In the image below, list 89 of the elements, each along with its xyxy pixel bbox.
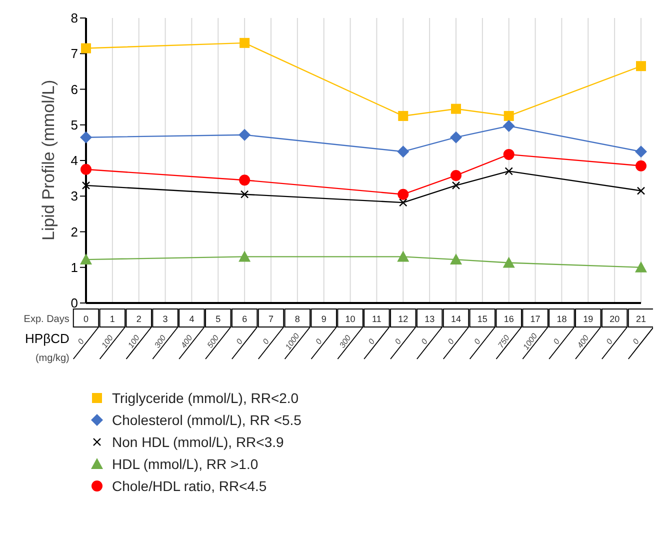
point — [450, 254, 462, 265]
point — [636, 160, 646, 172]
x-tick-label: 21 — [636, 314, 646, 324]
x-tick-label: 13 — [424, 314, 435, 324]
text: 100 — [100, 333, 116, 350]
x-tick-label: 15 — [477, 314, 488, 324]
point — [504, 167, 513, 176]
point — [397, 250, 410, 262]
point — [503, 148, 514, 160]
point — [240, 38, 250, 48]
text: 0 — [420, 336, 430, 346]
point — [452, 181, 460, 190]
text: 400 — [576, 333, 591, 350]
y-tick-label: 6 — [70, 82, 78, 97]
point — [451, 104, 461, 114]
text: 100 — [126, 333, 142, 350]
x-tick-label: 6 — [242, 314, 248, 324]
legend-label: Triglyceride (mmol/L), RR<2.0 — [112, 390, 299, 406]
x-tick-label: 18 — [556, 314, 567, 324]
x-tick-label: 16 — [504, 314, 514, 324]
legend-label: Chole/HDL ratio, RR<4.5 — [112, 478, 267, 494]
point — [636, 61, 646, 72]
text: HPβCD — [25, 331, 70, 346]
y-tick-label: 3 — [70, 188, 78, 204]
text: 0 — [472, 336, 483, 346]
text: 300 — [152, 333, 168, 350]
y-tick-label: 5 — [70, 117, 78, 132]
y-tick-label: 2 — [70, 224, 78, 240]
point — [635, 146, 647, 158]
y-tick-label: 4 — [70, 153, 78, 168]
text: 0 — [366, 336, 377, 346]
legend-label: Non HDL (mmol/L), RR<3.9 — [112, 434, 284, 450]
x-tick-label: 14 — [450, 314, 462, 324]
y-tick-label: 1 — [70, 260, 78, 275]
point — [81, 43, 91, 54]
x-tick-label: 4 — [189, 314, 194, 324]
point — [635, 261, 647, 272]
text: 750 — [496, 333, 512, 350]
x-tick-label: 7 — [268, 314, 274, 324]
x-tick-label: 2 — [136, 314, 142, 324]
text: 0 — [552, 336, 562, 346]
x-tick-label: 20 — [610, 314, 620, 324]
y-tick-label: 7 — [70, 46, 78, 62]
legend-label: HDL (mmol/L), RR >1.0 — [112, 456, 258, 472]
text: 0 — [604, 336, 615, 346]
x-tick-label: 11 — [372, 314, 382, 324]
point — [504, 110, 514, 121]
point — [397, 146, 410, 158]
text: 500 — [206, 333, 221, 350]
x-tick-label: 0 — [83, 314, 89, 324]
point — [450, 131, 462, 144]
text: 0 — [393, 336, 404, 346]
x-tick-label: 5 — [216, 314, 221, 324]
point — [80, 131, 92, 144]
point — [239, 174, 250, 186]
y-tick-label: 0 — [70, 296, 78, 311]
x-tick-label: 10 — [345, 314, 356, 324]
point — [636, 186, 646, 195]
x-tick-label: 1 — [110, 314, 115, 324]
text: (mg/kg) — [35, 353, 70, 364]
text: 0 — [234, 336, 245, 346]
point — [82, 181, 90, 190]
point — [80, 164, 92, 175]
text: 0 — [630, 336, 642, 346]
point — [240, 190, 249, 198]
x-axis-title: Exp. Days — [24, 314, 70, 325]
x-tick-label: 8 — [294, 314, 300, 324]
text: 0 — [446, 336, 456, 346]
x-tick-label: 3 — [162, 314, 168, 324]
text: 400 — [179, 333, 194, 350]
point — [502, 256, 515, 268]
y-axis-title: Lipid Profile (mmol/L) — [39, 80, 58, 240]
y-tick-label: 8 — [70, 10, 78, 26]
text: 300 — [338, 333, 354, 350]
x-tick-label: 19 — [583, 314, 594, 324]
text: 0 — [260, 336, 272, 346]
point — [238, 250, 251, 262]
point — [80, 254, 92, 265]
point — [399, 198, 408, 207]
x-tick-label: 17 — [530, 314, 540, 324]
x-tick-label: 12 — [398, 314, 408, 324]
legend-label: Cholesterol (mmol/L), RR <5.5 — [112, 412, 302, 428]
point — [502, 120, 515, 132]
point — [450, 170, 462, 181]
x-tick-label: 9 — [321, 314, 326, 324]
point — [238, 128, 251, 141]
point — [398, 110, 408, 121]
point — [398, 188, 409, 200]
text: 0 — [314, 336, 324, 346]
